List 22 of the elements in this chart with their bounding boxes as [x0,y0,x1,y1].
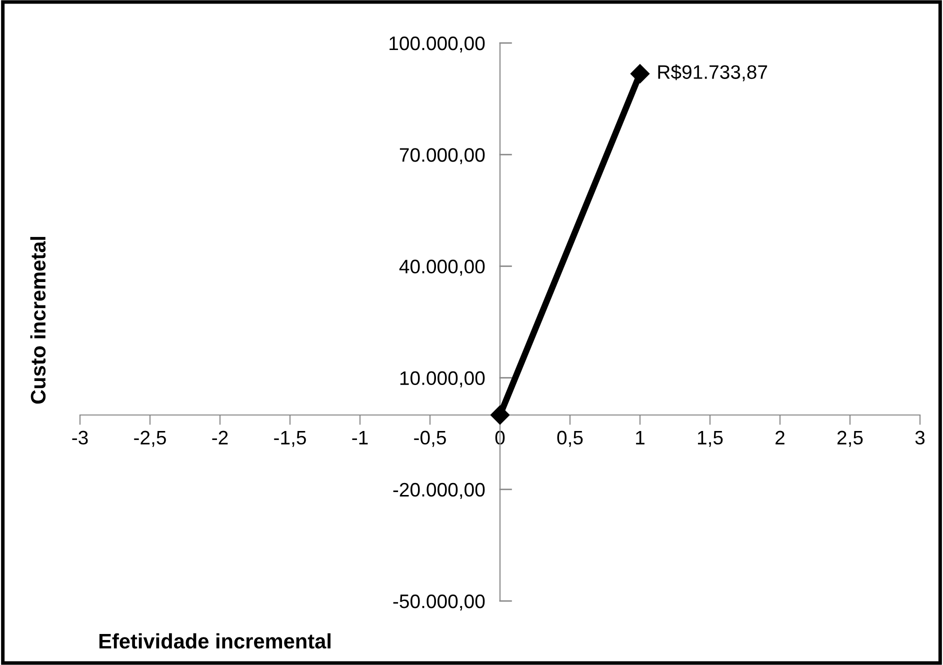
x-tick-label: 1 [636,430,644,444]
y-tick-label: -50.000,00 [393,594,485,611]
y-tick-label: 100.000,00 [390,36,485,53]
y-axis-title: Custo incremetal [30,236,46,404]
x-tick-label: -2,5 [134,430,166,447]
x-tick-label: 2,5 [837,430,863,447]
y-tick-label: 40.000,00 [399,260,485,276]
y-tick-label: 70.000,00 [400,148,485,164]
x-tick-label: -2 [212,430,228,444]
x-tick-label: -0,5 [414,430,446,447]
annotation: R$91.733,87 [658,64,768,82]
x-tick-label: -1,5 [274,430,306,447]
x-tick-label: -3 [72,430,88,445]
x-axis-title: Efetividade incremental [99,633,330,649]
x-tick-label: 3 [915,430,925,445]
y-tick-label: -20.000,00 [393,482,485,499]
y-tick-label: 10.000,00 [400,371,485,388]
x-tick-label: 1,5 [698,430,723,447]
x-tick-label: 0,5 [557,430,583,447]
x-tick-label: 0 [495,430,505,445]
x-tick-label: 2 [776,430,784,444]
x-tick-label: -1 [352,430,368,444]
